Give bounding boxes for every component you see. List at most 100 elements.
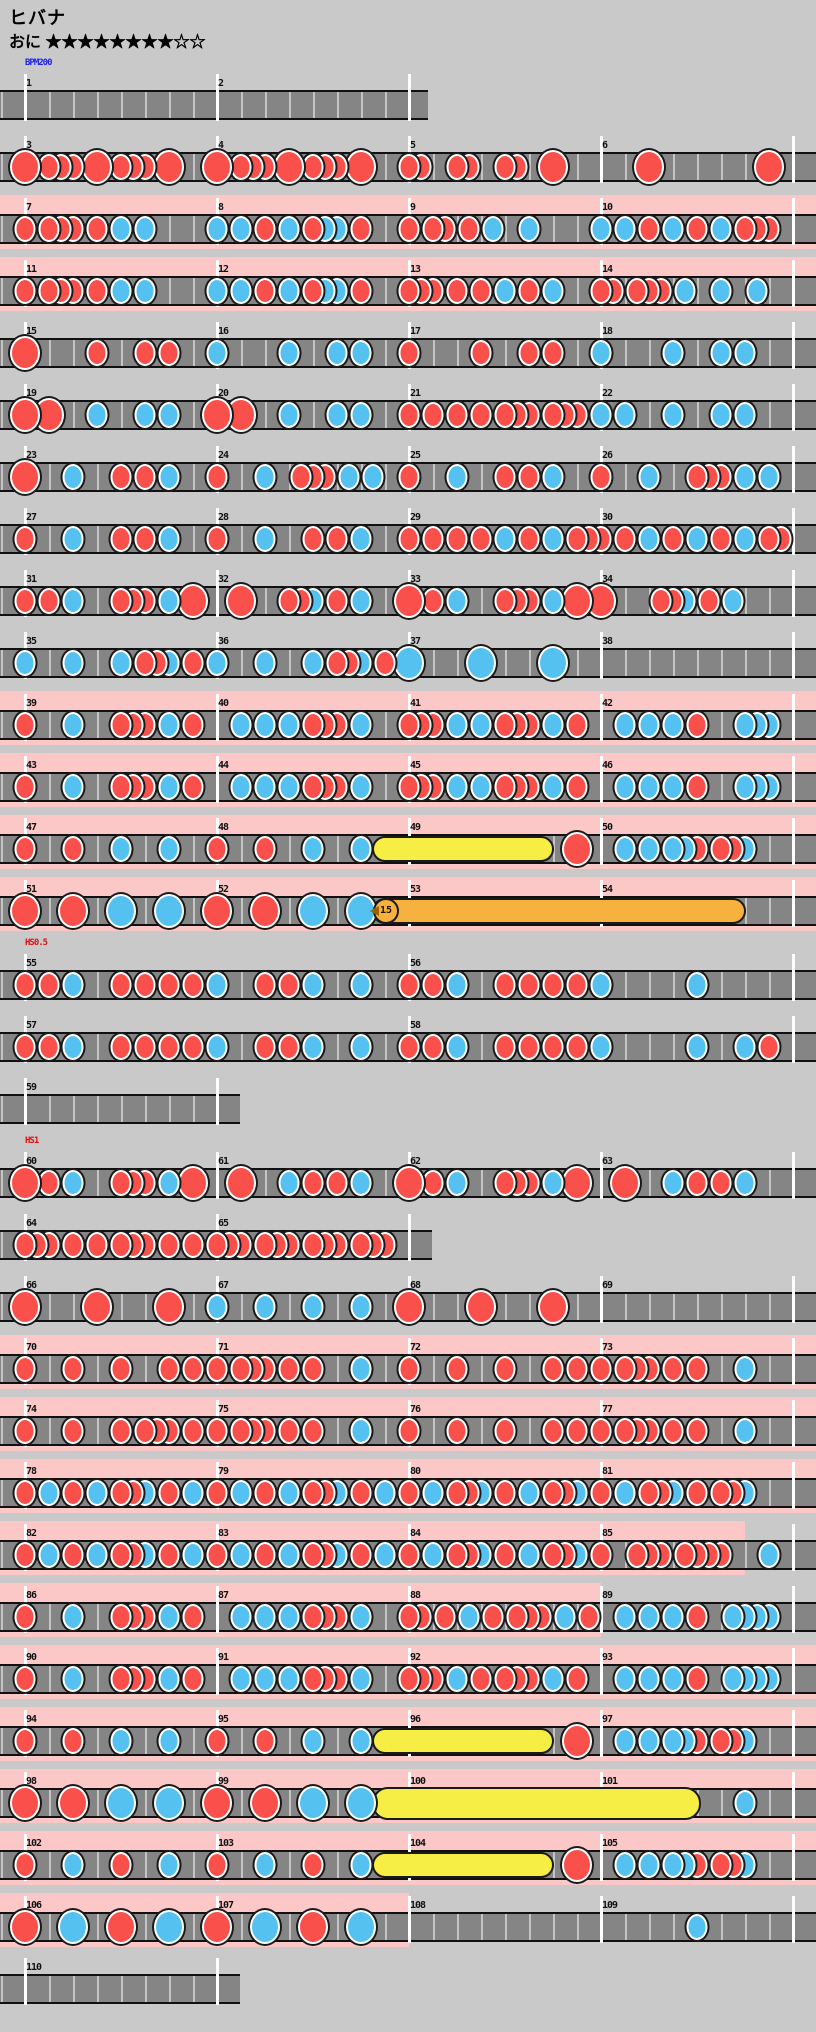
note-ka <box>158 1666 180 1692</box>
note-don-big <box>754 150 784 184</box>
measure-barline <box>792 954 795 1001</box>
measure-number: 2 <box>218 78 224 89</box>
measure-number: 61 <box>218 1156 229 1167</box>
beat-divider <box>649 972 651 998</box>
beat-divider <box>745 972 747 998</box>
beat-divider <box>481 464 483 490</box>
note-track <box>0 90 428 120</box>
beat-divider <box>193 154 195 180</box>
note-don-big <box>10 398 40 432</box>
measure-number: 19 <box>26 388 37 399</box>
beat-divider <box>529 1914 531 1940</box>
note-don-big <box>274 150 304 184</box>
measure-number: 76 <box>410 1404 421 1415</box>
note-don-big <box>82 1290 112 1324</box>
note-ka <box>206 1034 228 1060</box>
beat-divider <box>49 92 51 118</box>
note-ka <box>158 1604 180 1630</box>
note-don-big <box>202 150 232 184</box>
measure-barline <box>792 1710 795 1757</box>
note-ka <box>734 1790 756 1816</box>
beat-divider <box>553 1604 555 1630</box>
beat-divider <box>337 898 339 924</box>
note-ka <box>326 340 348 366</box>
note-ka <box>710 402 732 428</box>
beat-divider <box>145 1294 147 1320</box>
beat-divider <box>97 1356 99 1382</box>
beat-divider <box>577 464 579 490</box>
note-don <box>230 1418 252 1444</box>
beat-divider <box>97 1666 99 1692</box>
note-don <box>134 1418 156 1444</box>
measure-number: 82 <box>26 1528 37 1539</box>
note-ka <box>638 1728 660 1754</box>
beat-divider <box>193 340 195 366</box>
beat-divider <box>121 92 123 118</box>
beat-divider <box>769 1294 771 1320</box>
beat-divider <box>577 650 579 676</box>
beat-divider <box>289 1790 291 1816</box>
beat-divider <box>721 1790 723 1816</box>
note-ka <box>662 1666 684 1692</box>
measure-barline <box>216 74 219 121</box>
note-don <box>494 1418 516 1444</box>
note-don <box>422 588 444 614</box>
note-ka <box>278 1480 300 1506</box>
note-ka <box>278 1604 300 1630</box>
note-ka <box>350 402 372 428</box>
note-don <box>398 1034 420 1060</box>
note-don <box>182 774 204 800</box>
note-don <box>398 216 420 242</box>
measure-number: 68 <box>410 1280 421 1291</box>
note-don <box>14 588 36 614</box>
measure-number: 90 <box>26 1652 37 1663</box>
note-ka <box>302 1294 324 1320</box>
note-ka <box>542 278 564 304</box>
beat-divider <box>769 1790 771 1816</box>
measure-number: 98 <box>26 1776 37 1787</box>
note-don <box>398 278 420 304</box>
beat-divider <box>145 1790 147 1816</box>
note-don <box>206 464 228 490</box>
drumroll-bar <box>372 1728 554 1754</box>
note-ka <box>254 526 276 552</box>
note-don <box>398 972 420 998</box>
note-ka <box>446 588 468 614</box>
beat-divider <box>97 972 99 998</box>
beat-divider <box>49 1728 51 1754</box>
measure-barline <box>216 570 219 617</box>
beat-divider <box>745 278 747 304</box>
beat-divider <box>241 650 243 676</box>
beat-divider <box>433 1356 435 1382</box>
note-ka <box>254 650 276 676</box>
beat-divider <box>289 1914 291 1940</box>
note-don <box>38 1034 60 1060</box>
measure-number: 13 <box>410 264 421 275</box>
note-don <box>206 1418 228 1444</box>
note-don <box>710 1170 732 1196</box>
note-don <box>686 1356 708 1382</box>
beat-divider <box>1 1542 3 1568</box>
beat-divider <box>49 1356 51 1382</box>
note-ka <box>662 340 684 366</box>
note-ka <box>590 972 612 998</box>
note-don <box>14 1728 36 1754</box>
beat-divider <box>97 898 99 924</box>
beat-divider <box>625 650 627 676</box>
note-don <box>14 1232 36 1258</box>
beat-divider <box>577 1604 579 1630</box>
note-don <box>710 836 732 862</box>
chart-row: 64 65 <box>0 1208 816 1270</box>
measure-number: 85 <box>602 1528 613 1539</box>
measure-number: 103 <box>218 1838 234 1849</box>
note-don <box>470 1666 492 1692</box>
note-don <box>182 1232 204 1258</box>
beat-divider <box>577 1294 579 1320</box>
measure-number: 88 <box>410 1590 421 1601</box>
measure-number: 109 <box>602 1900 618 1911</box>
beat-divider <box>481 216 483 242</box>
chart-row: 57 58 <box>0 1010 816 1072</box>
beat-divider <box>697 278 699 304</box>
note-don-big <box>10 336 40 370</box>
measure-barline <box>792 1896 795 1943</box>
